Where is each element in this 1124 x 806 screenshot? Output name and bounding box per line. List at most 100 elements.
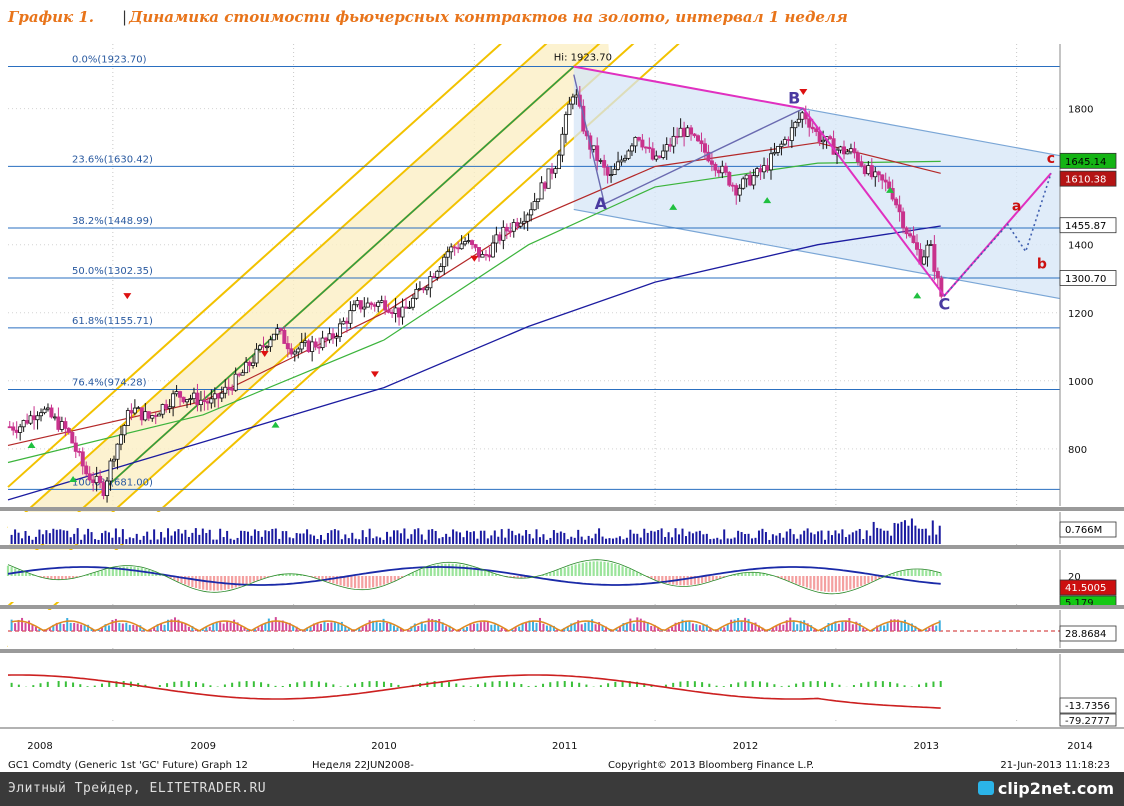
histogram-bar <box>433 681 436 687</box>
volume-bar <box>671 537 674 544</box>
volume-bar <box>180 533 183 544</box>
volume-bar <box>768 539 771 544</box>
histogram-bar <box>476 684 479 687</box>
histogram-bar <box>534 685 537 687</box>
volume-bar <box>340 539 343 544</box>
instrument-label: GC1 Comdty (Generic 1st 'GC' Future) Gra… <box>8 760 248 771</box>
candle-body <box>532 201 537 211</box>
momentum-bar <box>125 622 128 631</box>
candle-body <box>560 133 565 156</box>
candle-body <box>397 307 402 318</box>
volume-bar <box>782 537 785 544</box>
momentum-bar <box>326 623 329 631</box>
candle-body <box>258 345 263 350</box>
histogram-bar <box>448 682 451 687</box>
momentum-bar <box>744 617 747 631</box>
momentum-bar <box>333 622 336 631</box>
year-tick-label: 2009 <box>190 741 215 752</box>
candle-body <box>463 241 468 245</box>
volume-bar <box>785 531 788 544</box>
volume-bar <box>660 528 663 544</box>
volume-bar <box>135 533 138 544</box>
histogram-bar <box>621 681 624 687</box>
volume-bar <box>705 533 708 544</box>
histogram-bar <box>100 683 103 687</box>
volume-bar <box>386 531 389 544</box>
volume-bar <box>139 539 142 544</box>
volume-bar <box>830 535 833 544</box>
volume-bar <box>469 532 472 544</box>
volume-bar <box>938 525 941 544</box>
momentum-bar <box>299 629 302 631</box>
candle-body <box>70 432 75 444</box>
candle-body <box>202 399 207 403</box>
momentum-bar <box>552 625 555 631</box>
candle-body <box>185 399 190 403</box>
candle-body <box>11 426 16 431</box>
momentum-bar <box>243 627 246 631</box>
candle-body <box>115 443 120 460</box>
momentum-bar <box>566 626 569 631</box>
histogram-bar <box>860 683 863 687</box>
candle-body <box>480 254 485 258</box>
candle-body <box>612 168 617 176</box>
momentum-bar <box>62 623 65 631</box>
momentum-bar <box>114 618 117 631</box>
momentum-bar <box>48 627 51 631</box>
momentum-bar <box>177 619 180 631</box>
volume-bar <box>497 536 500 544</box>
momentum-bar <box>688 620 691 631</box>
histogram-bar <box>86 686 89 687</box>
volume-bar <box>319 534 322 544</box>
volume-bar <box>194 528 197 544</box>
volume-bar <box>465 530 468 544</box>
candle-body <box>793 121 798 129</box>
volume-bar <box>584 539 587 544</box>
momentum-bar <box>413 623 416 631</box>
candle-body <box>108 460 113 482</box>
candle-body <box>42 408 47 414</box>
momentum-bar <box>542 623 545 631</box>
volume-bar <box>657 530 660 544</box>
histogram-bar <box>650 685 653 687</box>
candle-body <box>852 148 857 154</box>
candle-body <box>640 139 645 148</box>
candle-body <box>244 361 249 374</box>
candle-body <box>616 161 621 170</box>
momentum-bar <box>212 624 215 631</box>
volume-bar <box>267 531 270 544</box>
volume-bar <box>538 537 541 544</box>
candle-body <box>789 127 794 141</box>
momentum-bar <box>803 620 806 631</box>
histogram-bar <box>46 681 49 687</box>
momentum-bar <box>34 626 37 631</box>
momentum-bar <box>914 625 917 631</box>
candle-body <box>320 337 325 349</box>
buy-signal-marker <box>886 186 895 193</box>
price-tag-label: 1610.38 <box>1065 175 1106 186</box>
momentum-bar <box>476 623 479 631</box>
volume-bar <box>292 538 295 544</box>
volume-bar <box>629 529 632 544</box>
candle-body <box>355 300 360 306</box>
histogram-bar <box>787 685 790 687</box>
volume-bar <box>737 530 740 544</box>
candle-body <box>800 112 805 120</box>
candle-body <box>251 362 256 366</box>
momentum-bar <box>570 623 573 631</box>
candle-body <box>157 413 162 417</box>
histogram-bar <box>758 681 761 687</box>
candle-body <box>897 204 902 213</box>
candle-body <box>351 304 356 312</box>
volume-bar <box>851 532 854 544</box>
momentum-bar <box>462 628 465 631</box>
candle-body <box>779 143 784 147</box>
volume-bar <box>924 528 927 544</box>
candle-body <box>129 410 134 414</box>
momentum-bar <box>886 623 889 631</box>
rising-channel-fill <box>8 44 610 602</box>
candle-body <box>497 234 502 241</box>
candle-body <box>706 151 711 162</box>
momentum-bar <box>441 622 444 631</box>
candle-body <box>772 152 777 155</box>
